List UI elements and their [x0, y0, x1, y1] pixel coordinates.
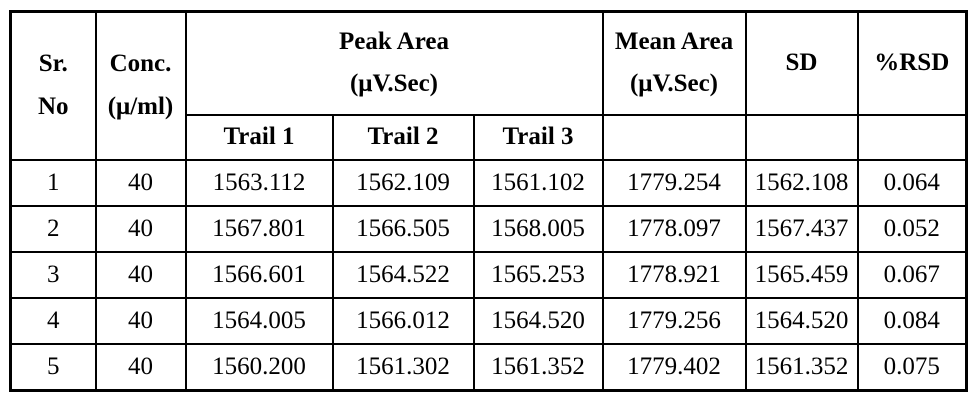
- mean-area-cell: 1778.921: [601, 250, 747, 299]
- mean-area-cell: 1778.097: [601, 204, 747, 253]
- trail-1-cell: 1564.005: [184, 296, 334, 345]
- header-empty-sd: [744, 113, 859, 161]
- mean-area-cell: 1779.402: [601, 342, 747, 391]
- trail-3-cell: 1568.005: [472, 204, 604, 253]
- trail-3-cell: 1565.253: [472, 250, 604, 299]
- sr-no-cell: 2: [9, 204, 97, 253]
- rsd-cell: 0.064: [856, 158, 968, 207]
- sd-cell: 1561.352: [744, 342, 859, 391]
- conc-cell: 40: [94, 158, 187, 207]
- precision-data-table: Sr. No Conc. (μ/ml) Peak Area (μV.Sec) M…: [9, 10, 968, 392]
- trail-1-cell: 1567.801: [184, 204, 334, 253]
- trail-3-cell: 1561.352: [472, 342, 604, 391]
- header-sd: SD: [744, 10, 859, 116]
- sd-cell: 1564.520: [744, 296, 859, 345]
- page: Sr. No Conc. (μ/ml) Peak Area (μV.Sec) M…: [9, 10, 968, 392]
- header-rsd: %RSD: [856, 10, 968, 116]
- table-row: 5 40 1560.200 1561.302 1561.352 1779.402…: [9, 342, 968, 391]
- header-row-sub: Trail 1 Trail 2 Trail 3: [11, 113, 968, 161]
- trail-1-cell: 1563.112: [184, 158, 334, 207]
- table-row: 3 40 1566.601 1564.522 1565.253 1778.921…: [9, 250, 968, 299]
- rsd-cell: 0.084: [856, 296, 968, 345]
- table-row: 4 40 1564.005 1566.012 1564.520 1779.256…: [9, 296, 968, 345]
- trail-2-cell: 1561.302: [331, 342, 475, 391]
- trail-1-cell: 1566.601: [184, 250, 334, 299]
- trail-2-cell: 1564.522: [331, 250, 475, 299]
- trail-1-cell: 1560.200: [184, 342, 334, 391]
- conc-cell: 40: [94, 296, 187, 345]
- trail-2-cell: 1566.505: [331, 204, 475, 253]
- mean-area-cell: 1779.256: [601, 296, 747, 345]
- trail-3-cell: 1564.520: [472, 296, 604, 345]
- header-conc: Conc. (μ/ml): [94, 10, 187, 161]
- sd-cell: 1567.437: [744, 204, 859, 253]
- header-trail-1: Trail 1: [184, 113, 334, 161]
- rsd-cell: 0.075: [856, 342, 968, 391]
- header-trail-2: Trail 2: [331, 113, 475, 161]
- conc-cell: 40: [94, 342, 187, 391]
- mean-area-cell: 1779.254: [601, 158, 747, 207]
- header-row-top: Sr. No Conc. (μ/ml) Peak Area (μV.Sec) M…: [9, 10, 968, 161]
- sr-no-cell: 3: [9, 250, 97, 299]
- sr-no-cell: 1: [9, 158, 97, 207]
- header-sr-no: Sr. No: [9, 10, 97, 161]
- table-row: 2 40 1567.801 1566.505 1568.005 1778.097…: [9, 204, 968, 253]
- header-empty-mean-area: [601, 113, 747, 161]
- rsd-cell: 0.067: [856, 250, 968, 299]
- trail-2-cell: 1562.109: [331, 158, 475, 207]
- table-header: Sr. No Conc. (μ/ml) Peak Area (μV.Sec) M…: [9, 10, 968, 161]
- trail-2-cell: 1566.012: [331, 296, 475, 345]
- sd-cell: 1565.459: [744, 250, 859, 299]
- table-row: 1 40 1563.112 1562.109 1561.102 1779.254…: [9, 158, 968, 207]
- trail-3-cell: 1561.102: [472, 158, 604, 207]
- header-empty-rsd: [856, 113, 968, 161]
- header-trail-3: Trail 3: [472, 113, 604, 161]
- sr-no-cell: 5: [9, 342, 97, 391]
- sd-cell: 1562.108: [744, 158, 859, 207]
- conc-cell: 40: [94, 250, 187, 299]
- sr-no-cell: 4: [9, 296, 97, 345]
- conc-cell: 40: [94, 204, 187, 253]
- header-peak-area: Peak Area (μV.Sec): [184, 10, 604, 116]
- header-mean-area: Mean Area (μV.Sec): [601, 10, 747, 116]
- table-body: 1 40 1563.112 1562.109 1561.102 1779.254…: [9, 158, 968, 391]
- rsd-cell: 0.052: [856, 204, 968, 253]
